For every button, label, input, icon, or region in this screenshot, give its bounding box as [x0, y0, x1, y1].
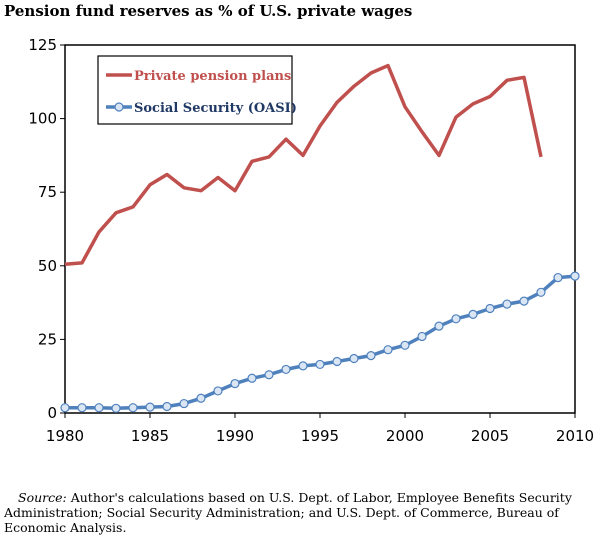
data-point	[485, 303, 495, 314]
data-point	[94, 403, 104, 413]
data-point	[162, 401, 172, 412]
source-text: Author's calculations based on U.S. Dept…	[4, 490, 572, 535]
data-point	[400, 340, 410, 350]
x-axis: 1980 1985 1990 1995 2000 2005 2010	[46, 413, 594, 445]
x-tick-label: 2000	[386, 427, 424, 445]
y-tick-label: 25	[38, 330, 57, 348]
data-point	[468, 309, 478, 319]
data-point	[332, 356, 342, 367]
data-point	[264, 370, 274, 380]
data-point	[213, 386, 223, 396]
x-tick-label: 2005	[471, 427, 509, 445]
legend-label-oasi: Social Security (OASI)	[134, 101, 297, 116]
data-point	[349, 353, 359, 364]
data-point	[60, 403, 70, 413]
data-point	[366, 350, 376, 361]
data-point	[417, 331, 427, 342]
legend-marker-oasi	[114, 102, 124, 112]
y-axis: 0 25 50 75 100 125	[28, 36, 65, 422]
data-point	[77, 403, 87, 413]
data-point	[553, 272, 563, 283]
x-tick-label: 2010	[556, 427, 594, 445]
data-point	[179, 398, 189, 409]
data-point	[281, 364, 291, 375]
data-point	[298, 361, 308, 371]
y-tick-label: 0	[47, 404, 57, 422]
x-tick-label: 1980	[46, 427, 84, 445]
data-point	[196, 393, 206, 403]
series-line-0	[64, 63, 543, 267]
x-tick-label: 1985	[131, 427, 169, 445]
legend: Private pension plans Social Security (O…	[97, 55, 297, 125]
data-point	[434, 321, 444, 331]
data-point	[383, 345, 393, 355]
y-tick-label: 100	[28, 110, 57, 128]
chart-title: Pension fund reserves as % of U.S. priva…	[4, 2, 413, 20]
source-label: Source:	[18, 490, 67, 505]
y-tick-label: 50	[38, 257, 57, 275]
data-point	[570, 271, 580, 281]
line-chart: 0 25 50 75 100 125 1980 1985 1990 1995 2000 2005 20…	[28, 36, 594, 445]
x-tick-label: 1995	[301, 427, 339, 445]
y-tick-label: 75	[38, 183, 57, 201]
data-point	[451, 314, 461, 324]
y-tick-label: 125	[28, 36, 57, 54]
data-point	[502, 299, 512, 309]
source-note: Source: Author's calculations based on U…	[4, 490, 594, 535]
data-point	[128, 403, 138, 413]
data-point	[145, 402, 155, 412]
series-layer	[60, 63, 580, 413]
data-point	[247, 373, 257, 383]
data-point	[230, 378, 240, 389]
data-point	[111, 403, 121, 413]
data-point	[536, 287, 546, 297]
legend-label-private: Private pension plans	[134, 69, 291, 84]
legend-box	[97, 55, 293, 125]
x-tick-label: 1990	[216, 427, 254, 445]
data-point	[315, 359, 325, 370]
data-point	[519, 296, 529, 306]
